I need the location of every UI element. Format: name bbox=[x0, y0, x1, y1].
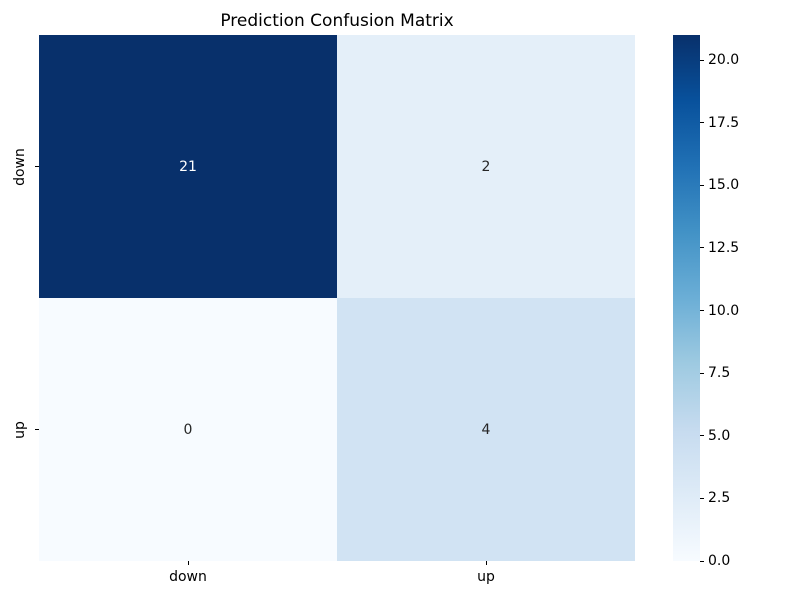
colorbar-tick-label: 15.0 bbox=[708, 177, 740, 194]
x-axis-tick-mark bbox=[486, 561, 487, 565]
colorbar-tick-label: 20.0 bbox=[708, 52, 740, 69]
colorbar-tick-mark bbox=[700, 122, 704, 124]
colorbar-tick-mark bbox=[700, 560, 704, 562]
colorbar-tick-mark bbox=[700, 59, 704, 61]
colorbar-tick-label: 12.5 bbox=[708, 239, 740, 256]
heatmap-cell-up-up: 4 bbox=[337, 298, 635, 561]
chart-title: Prediction Confusion Matrix bbox=[220, 11, 454, 31]
colorbar-tick-mark bbox=[700, 247, 704, 249]
colorbar-tick-mark bbox=[700, 310, 704, 312]
colorbar-tick-mark bbox=[700, 497, 704, 499]
y-axis-label-down: down bbox=[12, 147, 28, 186]
x-axis-label-up: up bbox=[477, 569, 495, 585]
y-axis-tick-mark bbox=[35, 166, 39, 167]
colorbar-tick-mark bbox=[700, 372, 704, 374]
x-axis-label-down: down bbox=[169, 569, 207, 585]
colorbar-tick-label: 17.5 bbox=[708, 114, 740, 131]
y-axis-label-up: up bbox=[12, 420, 28, 439]
colorbar-tick-layer: 0.0 2.5 5.0 7.5 10.0 12.5 15.0 17.5 20.0 bbox=[673, 35, 739, 569]
heatmap-cell-down-up: 2 bbox=[337, 35, 635, 298]
y-axis-tick-mark bbox=[35, 429, 39, 430]
heatmap-cell-up-down: 0 bbox=[39, 298, 337, 561]
cell-value: 2 bbox=[481, 158, 491, 175]
cell-value: 4 bbox=[481, 421, 491, 438]
cell-value: 0 bbox=[183, 421, 193, 438]
heatmap-cell-down-down: 21 bbox=[39, 35, 337, 298]
heatmap-grid: 21 2 0 4 bbox=[39, 35, 635, 561]
colorbar-tick-mark bbox=[700, 184, 704, 186]
colorbar-tick-label: 5.0 bbox=[708, 427, 731, 444]
colorbar-gradient bbox=[673, 35, 700, 561]
colorbar: 0.0 2.5 5.0 7.5 10.0 12.5 15.0 17.5 20.0 bbox=[673, 35, 739, 569]
cell-value: 21 bbox=[179, 158, 197, 175]
colorbar-tick-mark bbox=[700, 435, 704, 437]
colorbar-tick-label: 0.0 bbox=[708, 553, 731, 569]
colorbar-tick-label: 7.5 bbox=[708, 365, 731, 382]
x-axis-tick-mark bbox=[188, 561, 189, 565]
colorbar-tick-label: 2.5 bbox=[708, 490, 731, 507]
colorbar-tick-label: 10.0 bbox=[708, 302, 740, 319]
